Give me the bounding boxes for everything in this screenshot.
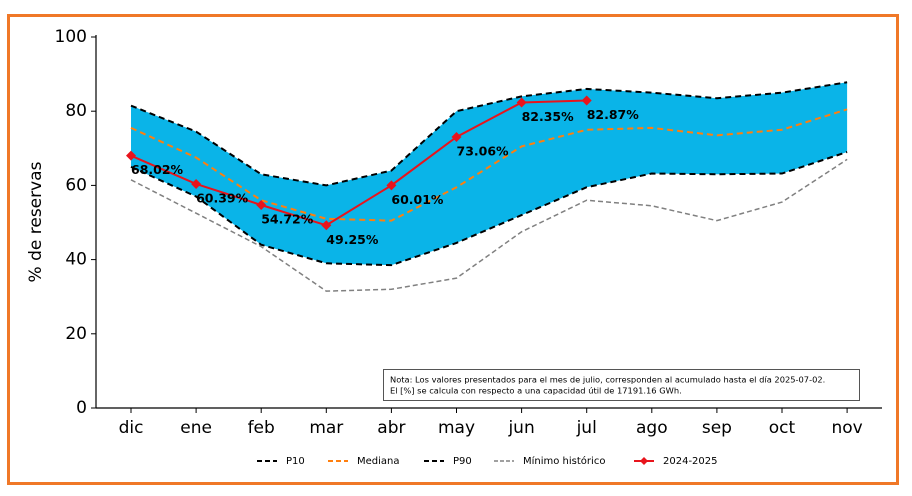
data-label: 82.35% xyxy=(522,109,575,124)
note-box xyxy=(383,369,860,401)
data-label: 60.01% xyxy=(391,192,444,207)
y-tick-label: 20 xyxy=(65,324,87,344)
series-line xyxy=(130,99,587,227)
y-tick-label: 40 xyxy=(65,250,87,270)
x-tick-label: abr xyxy=(377,418,405,438)
data-label: 82.87% xyxy=(587,107,640,122)
legend-label: Mediana xyxy=(357,456,400,467)
x-tick-label: dic xyxy=(119,418,144,438)
marker xyxy=(386,180,397,191)
legend-label: P10 xyxy=(286,456,305,467)
data-label: 73.06% xyxy=(457,143,510,158)
data-label: 60.39% xyxy=(196,190,249,205)
x-tick-label: jun xyxy=(507,418,534,438)
x-tick-label: may xyxy=(438,418,475,438)
frame xyxy=(7,14,899,485)
y-tick-label: 100 xyxy=(55,27,87,47)
x-tick-label: ene xyxy=(180,418,212,438)
series-line xyxy=(130,108,848,222)
legend-label: 2024-2025 xyxy=(663,456,718,467)
series-line xyxy=(130,158,848,292)
y-tick-label: 0 xyxy=(76,398,87,418)
data-label: 54.72% xyxy=(261,211,314,226)
legend-label: P90 xyxy=(453,456,472,467)
data-label: 68.02% xyxy=(131,162,184,177)
marker xyxy=(451,131,462,142)
x-tick-label: oct xyxy=(769,418,796,438)
x-tick-label: jul xyxy=(576,418,597,438)
legend-marker xyxy=(640,457,648,465)
x-tick-label: mar xyxy=(309,418,343,438)
y-axis-label: % de reservas xyxy=(26,161,46,282)
marker xyxy=(581,95,592,106)
legend-label: Mínimo histórico xyxy=(523,455,605,467)
marker xyxy=(126,150,136,161)
note-text: Nota: Los valores presentados para el me… xyxy=(390,375,825,385)
note-text: El [%] se calcula con respecto a una cap… xyxy=(390,386,682,396)
marker xyxy=(321,220,332,231)
series-line xyxy=(130,81,848,187)
y-tick-label: 80 xyxy=(65,101,87,121)
x-tick-label: ago xyxy=(636,418,668,438)
marker xyxy=(256,199,267,210)
x-tick-label: feb xyxy=(248,418,275,438)
x-tick-label: nov xyxy=(831,418,862,438)
marker xyxy=(516,97,527,108)
x-tick-label: sep xyxy=(702,418,732,438)
marker xyxy=(191,178,202,189)
y-tick-label: 60 xyxy=(65,175,87,195)
data-label: 49.25% xyxy=(326,232,379,247)
